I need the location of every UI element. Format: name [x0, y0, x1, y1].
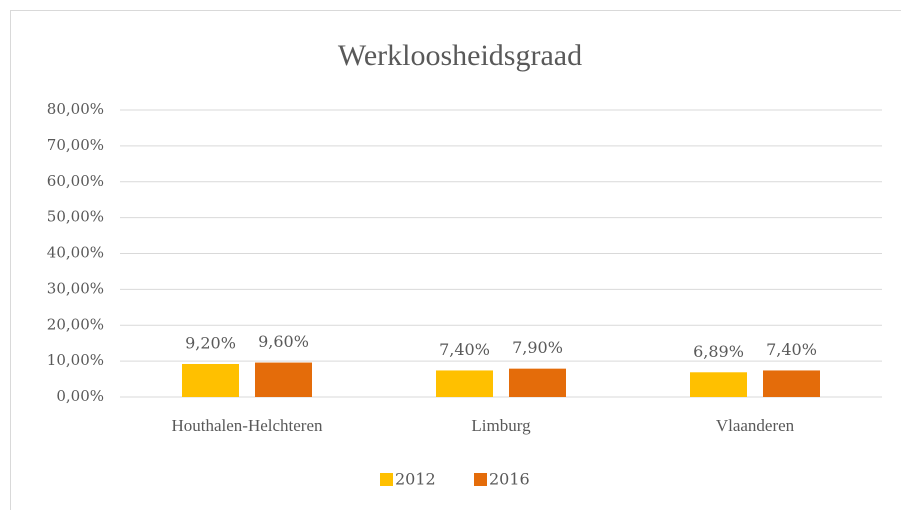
y-tick-label: 10,00% — [47, 351, 104, 369]
chart-frame — [10, 10, 901, 510]
legend-swatch — [380, 473, 393, 486]
data-label: 7,90% — [512, 338, 563, 357]
chart-title: Werkloosheidsgraad — [338, 39, 582, 72]
x-tick-label: Vlaanderen — [716, 416, 795, 435]
legend-label: 2012 — [395, 470, 436, 489]
bar — [255, 362, 312, 397]
y-tick-label: 20,00% — [47, 315, 104, 333]
y-tick-label: 0,00% — [56, 387, 104, 405]
y-tick-label: 60,00% — [47, 172, 104, 190]
y-tick-label: 50,00% — [47, 208, 104, 226]
y-tick-label: 30,00% — [47, 279, 104, 297]
bar — [690, 372, 747, 397]
data-label: 9,60% — [258, 332, 309, 351]
bar — [182, 363, 239, 397]
y-tick-label: 40,00% — [47, 244, 104, 262]
bar — [509, 368, 566, 397]
legend-swatch — [474, 473, 487, 486]
data-label: 7,40% — [766, 340, 817, 359]
bar — [436, 370, 493, 397]
y-tick-label: 70,00% — [47, 136, 104, 154]
data-label: 6,89% — [693, 342, 744, 361]
data-label: 7,40% — [439, 340, 490, 359]
data-label: 9,20% — [185, 333, 236, 352]
legend-label: 2016 — [489, 470, 530, 489]
x-tick-label: Limburg — [471, 416, 531, 435]
y-tick-label: 80,00% — [47, 100, 104, 118]
x-tick-label: Houthalen-Helchteren — [171, 416, 323, 435]
bar — [763, 370, 820, 397]
